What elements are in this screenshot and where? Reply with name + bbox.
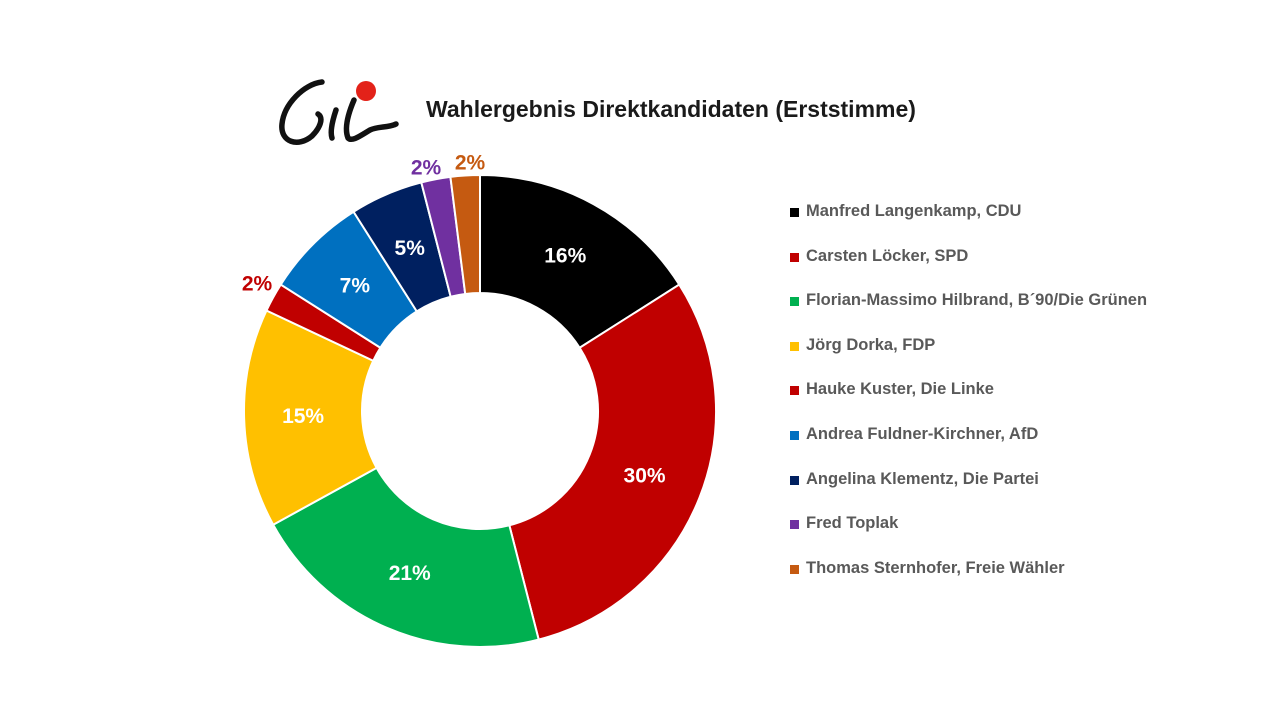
- legend-item-6: Angelina Klementz, Die Partei: [790, 470, 1147, 515]
- chart-title: Wahlergebnis Direktkandidaten (Erststimm…: [426, 96, 916, 122]
- legend-swatch-8: [790, 564, 799, 574]
- legend-label-8: Thomas Sternhofer, Freie Wähler: [806, 558, 1065, 577]
- legend-label-0: Manfred Langenkamp, CDU: [806, 202, 1022, 220]
- logo-dot: [356, 81, 376, 101]
- slice-label-7: 2%: [411, 157, 442, 180]
- legend-swatch-5: [790, 430, 799, 440]
- slice-label-3: 15%: [282, 405, 324, 428]
- legend-item-5: Andrea Fuldner-Kirchner, AfD: [790, 425, 1147, 470]
- legend-label-4: Hauke Kuster, Die Linke: [806, 380, 994, 399]
- legend-label-2: Florian-Massimo Hilbrand, B´90/Die Grüne…: [806, 291, 1148, 310]
- slice-8: [449, 173, 481, 296]
- legend-label-7: Fred Toplak: [806, 514, 899, 533]
- legend-swatch-4: [790, 386, 799, 396]
- legend-item-8: Thomas Sternhofer, Freie Wähler: [790, 559, 1147, 604]
- legend-item-2: Florian-Massimo Hilbrand, B´90/Die Grüne…: [790, 291, 1147, 336]
- legend-item-4: Hauke Kuster, Die Linke: [790, 380, 1147, 425]
- slice-0: [479, 173, 681, 350]
- legend-label-6: Angelina Klementz, Die Partei: [806, 469, 1039, 488]
- slice-1: [508, 283, 717, 641]
- legend-item-0: Manfred Langenkamp, CDU: [790, 202, 1147, 247]
- logo-signature: [279, 79, 399, 145]
- legend-swatch-3: [790, 341, 799, 351]
- slice-label-8: 2%: [455, 152, 486, 175]
- legend-item-3: Jörg Dorka, FDP: [790, 336, 1147, 381]
- legend-swatch-2: [790, 297, 799, 307]
- legend-swatch-7: [790, 520, 799, 530]
- slice-label-4: 2%: [242, 273, 273, 296]
- legend-item-7: Fred Toplak: [790, 514, 1147, 559]
- legend-label-5: Andrea Fuldner-Kirchner, AfD: [806, 424, 1039, 443]
- legend-swatch-6: [790, 475, 799, 485]
- legend-item-1: Carsten Löcker, SPD: [790, 247, 1147, 292]
- slice-label-6: 5%: [395, 237, 426, 260]
- slice-label-1: 30%: [624, 465, 666, 488]
- logo: [279, 79, 399, 145]
- legend-label-1: Carsten Löcker, SPD: [806, 246, 969, 265]
- slice-2: [271, 466, 540, 648]
- slice-label-5: 7%: [340, 274, 371, 297]
- legend-swatch-0: [790, 208, 799, 217]
- legend: Manfred Langenkamp, CDU Carsten Löcker, S…: [790, 202, 1147, 603]
- slice-label-0: 16%: [544, 244, 586, 267]
- legend-label-3: Jörg Dorka, FDP: [806, 335, 936, 354]
- legend-swatch-1: [790, 252, 799, 262]
- slice-label-2: 21%: [389, 562, 431, 585]
- slice-3: [243, 309, 378, 527]
